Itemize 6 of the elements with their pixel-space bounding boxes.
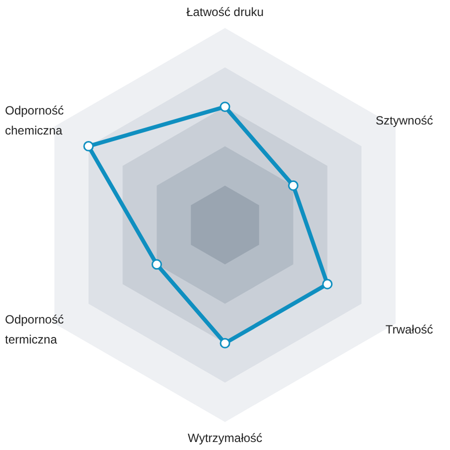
spoke-label: Trwałość bbox=[385, 322, 433, 336]
spoke-label: Wytrzymałość bbox=[188, 430, 262, 445]
spoke-label: Łatwość druku bbox=[186, 5, 264, 20]
spoke-label: Sztywność bbox=[376, 114, 433, 128]
spoke-label: Odporność termiczna bbox=[5, 312, 64, 346]
spoke-label: Odporność chemiczna bbox=[5, 104, 64, 138]
